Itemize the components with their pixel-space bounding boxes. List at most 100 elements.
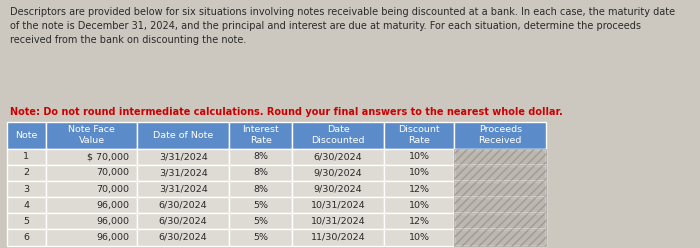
Bar (46, 197, 137, 213)
Text: 10%: 10% (409, 233, 430, 242)
Text: 2: 2 (23, 168, 29, 178)
Text: 12%: 12% (409, 185, 430, 194)
Text: Note: Note (15, 131, 38, 140)
Bar (7, 165, 46, 181)
Bar (384, 122, 454, 149)
Bar (7, 213, 46, 229)
Bar (293, 165, 384, 181)
Bar (46, 149, 137, 165)
Text: Descriptors are provided below for six situations involving notes receivable bei: Descriptors are provided below for six s… (10, 7, 676, 45)
Text: Interest
Rate: Interest Rate (242, 125, 279, 145)
Bar (46, 213, 137, 229)
Bar (7, 122, 46, 149)
Text: 96,000: 96,000 (97, 233, 130, 242)
Bar (137, 229, 229, 246)
Bar (46, 165, 137, 181)
Text: Note: Do not round intermediate calculations. Round your final answers to the ne: Note: Do not round intermediate calculat… (10, 107, 564, 117)
Text: 10%: 10% (409, 201, 430, 210)
Text: Date of Note: Date of Note (153, 131, 214, 140)
Text: 6: 6 (23, 233, 29, 242)
Bar (384, 165, 454, 181)
Text: 6/30/2024: 6/30/2024 (159, 201, 207, 210)
Text: 10%: 10% (409, 168, 430, 178)
Text: Date
Discounted: Date Discounted (312, 125, 365, 145)
Text: 6/30/2024: 6/30/2024 (159, 217, 207, 226)
Bar (229, 213, 293, 229)
Bar (454, 213, 546, 229)
Text: 10/31/2024: 10/31/2024 (311, 201, 365, 210)
Bar (454, 229, 546, 246)
Text: 8%: 8% (253, 185, 268, 194)
Bar (293, 213, 384, 229)
Text: 70,000: 70,000 (97, 185, 130, 194)
Text: 96,000: 96,000 (97, 201, 130, 210)
Bar (293, 197, 384, 213)
Bar (384, 181, 454, 197)
Text: 3: 3 (23, 185, 29, 194)
Text: 6/30/2024: 6/30/2024 (159, 233, 207, 242)
Text: 5%: 5% (253, 233, 268, 242)
Bar (454, 197, 546, 213)
Bar (293, 229, 384, 246)
Text: 1: 1 (23, 152, 29, 161)
Bar (454, 149, 546, 165)
Text: Discount
Rate: Discount Rate (398, 125, 440, 145)
Bar (454, 197, 546, 213)
Bar (7, 229, 46, 246)
Bar (384, 149, 454, 165)
Bar (293, 122, 384, 149)
Bar (454, 122, 546, 149)
Text: 5: 5 (23, 217, 29, 226)
Text: 3/31/2024: 3/31/2024 (159, 185, 207, 194)
Bar (7, 197, 46, 213)
Text: Proceeds
Received: Proceeds Received (479, 125, 522, 145)
Bar (46, 229, 137, 246)
Bar (293, 181, 384, 197)
Text: 10/31/2024: 10/31/2024 (311, 217, 365, 226)
Bar (454, 181, 546, 197)
Text: 8%: 8% (253, 168, 268, 178)
Bar (137, 181, 229, 197)
Text: 4: 4 (23, 201, 29, 210)
Text: 9/30/2024: 9/30/2024 (314, 168, 363, 178)
Bar (137, 122, 229, 149)
Text: 10%: 10% (409, 152, 430, 161)
Bar (229, 122, 293, 149)
Bar (229, 149, 293, 165)
Bar (454, 165, 546, 181)
Bar (137, 197, 229, 213)
Bar (7, 149, 46, 165)
Bar (229, 165, 293, 181)
Bar (454, 149, 546, 165)
Bar (7, 181, 46, 197)
Bar (454, 213, 546, 229)
Bar (46, 181, 137, 197)
Bar (137, 213, 229, 229)
Bar (229, 181, 293, 197)
Text: 8%: 8% (253, 152, 268, 161)
Text: 9/30/2024: 9/30/2024 (314, 185, 363, 194)
Text: 96,000: 96,000 (97, 217, 130, 226)
Text: 70,000: 70,000 (97, 168, 130, 178)
Bar (229, 229, 293, 246)
Text: 11/30/2024: 11/30/2024 (311, 233, 365, 242)
Bar (454, 181, 546, 197)
Bar (137, 165, 229, 181)
Text: $ 70,000: $ 70,000 (88, 152, 130, 161)
Bar (384, 229, 454, 246)
Bar (229, 197, 293, 213)
Text: 5%: 5% (253, 201, 268, 210)
Text: Note Face
Value: Note Face Value (68, 125, 115, 145)
Bar (293, 149, 384, 165)
Bar (46, 122, 137, 149)
Text: 3/31/2024: 3/31/2024 (159, 152, 207, 161)
Bar (384, 197, 454, 213)
Text: 6/30/2024: 6/30/2024 (314, 152, 363, 161)
Bar (384, 213, 454, 229)
Text: 12%: 12% (409, 217, 430, 226)
Text: 3/31/2024: 3/31/2024 (159, 168, 207, 178)
Text: 5%: 5% (253, 217, 268, 226)
Bar (454, 165, 546, 181)
Bar (137, 149, 229, 165)
Bar (454, 229, 546, 246)
